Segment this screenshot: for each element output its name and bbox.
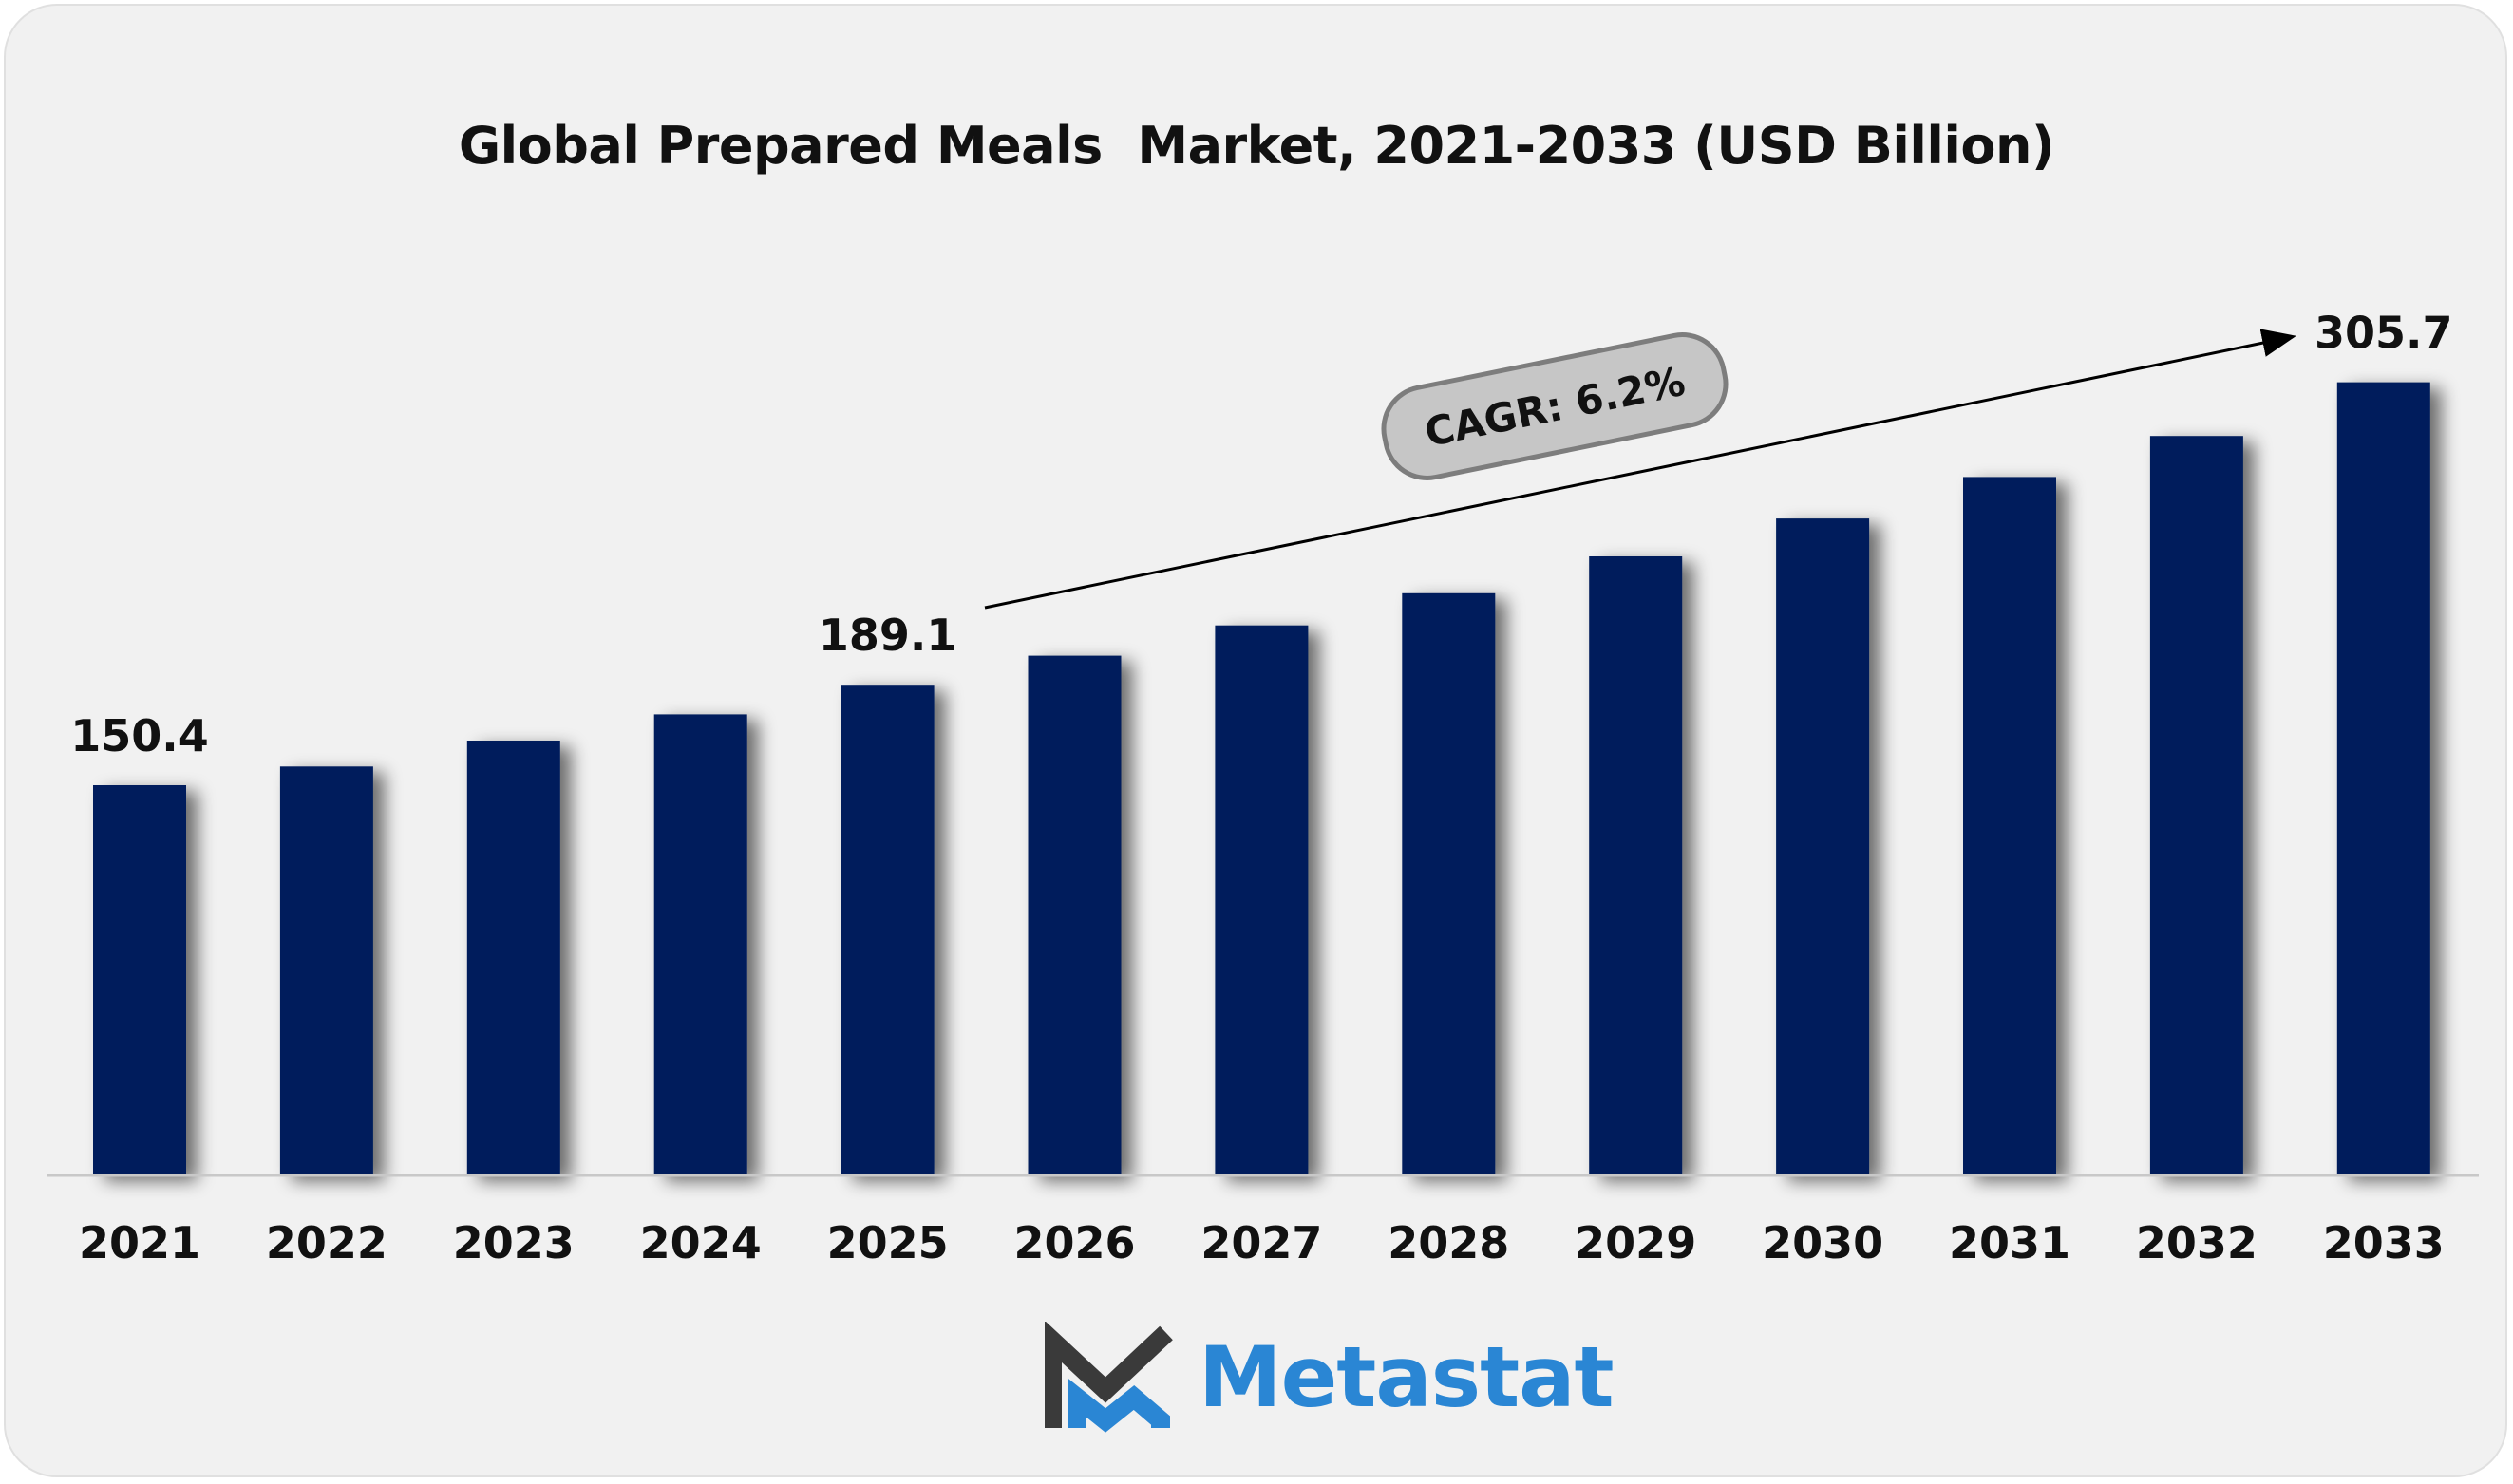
data-label-2021: 150.4 <box>70 710 209 761</box>
bar-2031 <box>1963 477 2056 1175</box>
bar-2032 <box>2149 436 2243 1175</box>
bar-2027 <box>1215 625 1309 1175</box>
x-tick-label-2026: 2026 <box>1013 1217 1135 1268</box>
x-tick-label-2033: 2033 <box>2323 1217 2445 1268</box>
data-labels: 150.4 189.1 305.7 <box>70 308 2452 761</box>
data-label-2033: 305.7 <box>2315 308 2453 359</box>
x-tick-label-2023: 2023 <box>453 1217 575 1268</box>
x-tick-label-2028: 2028 <box>1388 1217 1509 1268</box>
cagr-badge: CAGR: 6.2% <box>1381 332 1729 480</box>
x-tick-label-2024: 2024 <box>640 1217 762 1268</box>
x-tick-label-2030: 2030 <box>1762 1217 1883 1268</box>
data-label-2025: 189.1 <box>819 610 957 661</box>
bar-2021 <box>93 785 186 1175</box>
brand-name: Metastat <box>1199 1328 1615 1426</box>
x-tick-label-2027: 2027 <box>1200 1217 1322 1268</box>
x-tick-label-2032: 2032 <box>2136 1217 2258 1268</box>
x-tick-label-2031: 2031 <box>1949 1217 2070 1268</box>
metastat-m-icon <box>1045 1322 1173 1433</box>
chart-title: Global Prepared Meals Market, 2021-2033 … <box>458 116 2055 176</box>
bar-2024 <box>653 714 747 1175</box>
bar-2025 <box>841 685 935 1175</box>
x-tick-label-2021: 2021 <box>79 1217 200 1268</box>
x-tick-label-2029: 2029 <box>1575 1217 1696 1268</box>
bar-2033 <box>2336 382 2430 1176</box>
bar-2030 <box>1776 518 1870 1175</box>
x-tick-labels: 2021 2022 2023 2024 2025 2026 2027 2028 2029 2030… <box>79 1217 2445 1268</box>
x-tick-label-2022: 2022 <box>266 1217 387 1268</box>
bar-2026 <box>1028 655 1122 1175</box>
cagr-arrow <box>984 329 2296 610</box>
bars-layer <box>93 382 2430 1176</box>
bar-2029 <box>1589 556 1683 1175</box>
metastat-logo: Metastat <box>1045 1322 1615 1436</box>
bar-2022 <box>279 766 373 1175</box>
bar-2023 <box>466 741 560 1175</box>
x-tick-label-2025: 2025 <box>827 1217 949 1268</box>
bar-2028 <box>1402 592 1496 1175</box>
